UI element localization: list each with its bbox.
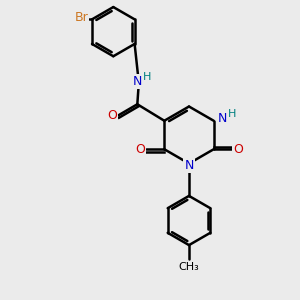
- Text: H: H: [143, 72, 152, 82]
- Text: O: O: [233, 143, 243, 156]
- Text: N: N: [218, 112, 227, 125]
- Text: H: H: [227, 109, 236, 119]
- Text: O: O: [107, 109, 117, 122]
- Text: N: N: [184, 159, 194, 172]
- Text: N: N: [133, 75, 142, 88]
- Text: O: O: [135, 143, 145, 156]
- Text: CH₃: CH₃: [178, 262, 200, 272]
- Text: Br: Br: [75, 11, 88, 24]
